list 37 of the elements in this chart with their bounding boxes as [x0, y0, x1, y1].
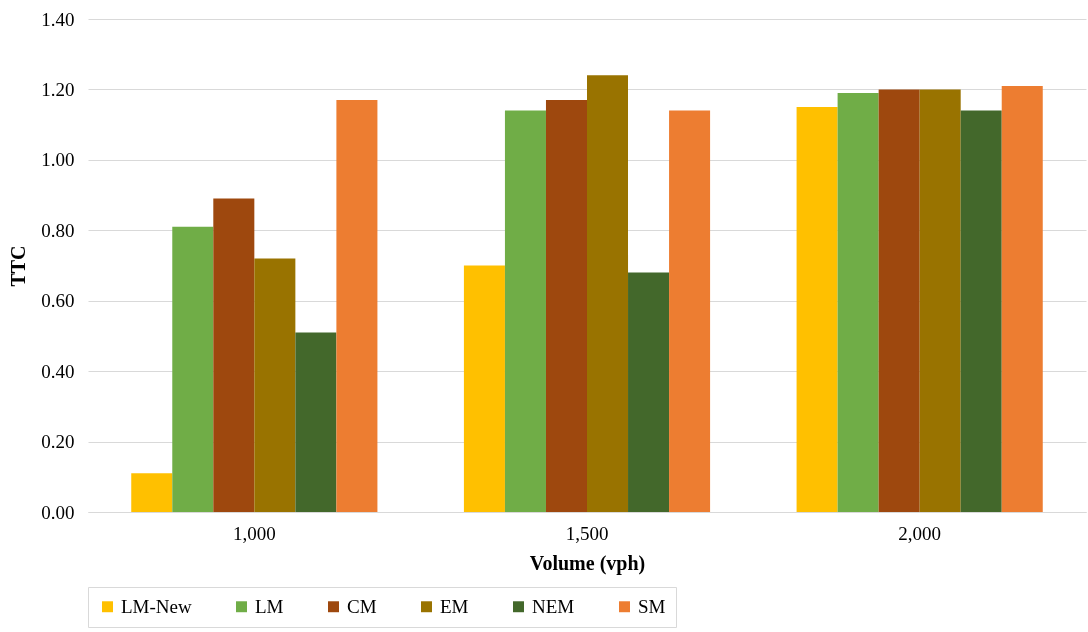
- legend-label: CM: [347, 595, 377, 617]
- x-tick-label: 2,000: [898, 522, 942, 544]
- bar: [1001, 85, 1043, 512]
- x-axis-title: Volume (vph): [529, 551, 646, 575]
- bar: [172, 226, 214, 512]
- legend-label: NEM: [532, 595, 575, 617]
- bar: [837, 92, 879, 512]
- x-tick-label: 1,000: [232, 522, 276, 544]
- x-tick-label: 1,500: [565, 522, 609, 544]
- bar: [504, 110, 546, 512]
- y-tick-label: 1.20: [41, 78, 75, 100]
- y-tick-label: 1.00: [41, 149, 75, 171]
- y-axis-title: TTC: [7, 245, 30, 287]
- y-tick-label: 0.20: [41, 431, 75, 453]
- legend-label: SM: [638, 595, 666, 617]
- bar: [254, 258, 296, 512]
- bar: [545, 99, 587, 512]
- legend-label: LM: [255, 595, 284, 617]
- bar: [213, 198, 255, 512]
- bar: [669, 110, 711, 512]
- y-tick-label: 0.80: [41, 219, 75, 241]
- legend-label: EM: [440, 595, 469, 617]
- bar: [878, 89, 920, 512]
- y-tick-label: 0.40: [41, 360, 75, 382]
- bar: [628, 272, 670, 512]
- y-tick-label: 0.00: [41, 501, 75, 523]
- legend-label: LM-New: [121, 595, 192, 617]
- bar: [960, 110, 1002, 512]
- bar: [336, 99, 378, 512]
- bar: [295, 332, 337, 512]
- bar: [131, 473, 173, 512]
- bar: [919, 89, 961, 512]
- y-tick-label: 1.40: [41, 8, 75, 30]
- y-tick-label: 0.60: [41, 290, 75, 312]
- bar: [587, 75, 629, 512]
- bar: [796, 107, 838, 512]
- bar: [463, 265, 505, 512]
